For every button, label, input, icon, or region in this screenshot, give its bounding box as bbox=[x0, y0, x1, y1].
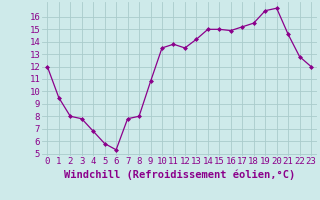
X-axis label: Windchill (Refroidissement éolien,°C): Windchill (Refroidissement éolien,°C) bbox=[64, 169, 295, 180]
